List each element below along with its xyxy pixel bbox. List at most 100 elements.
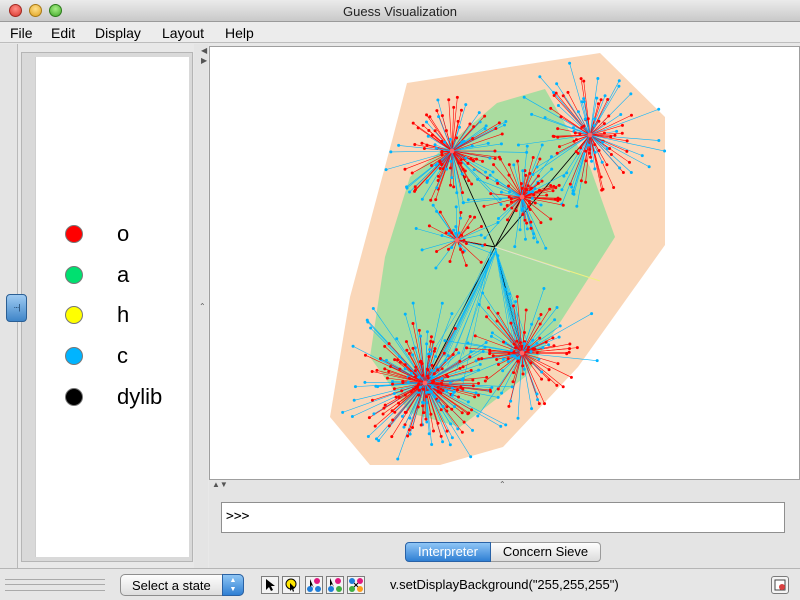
graph-node[interactable] <box>458 366 462 370</box>
graph-node[interactable] <box>550 167 554 171</box>
graph-node[interactable] <box>369 326 373 330</box>
graph-node[interactable] <box>507 163 511 167</box>
graph-node[interactable] <box>602 131 606 135</box>
graph-node[interactable] <box>514 209 518 213</box>
graph-node[interactable] <box>576 110 580 114</box>
graph-node[interactable] <box>571 126 575 130</box>
graph-node[interactable] <box>516 159 520 163</box>
graph-node[interactable] <box>488 173 492 177</box>
graph-node[interactable] <box>405 348 409 352</box>
graph-node[interactable] <box>403 367 407 371</box>
graph-node[interactable] <box>527 190 531 194</box>
graph-node[interactable] <box>524 308 528 312</box>
graph-node[interactable] <box>531 338 535 342</box>
graph-node[interactable] <box>477 302 481 306</box>
graph-node[interactable] <box>485 315 489 319</box>
graph-node[interactable] <box>529 187 533 191</box>
graph-node[interactable] <box>471 384 475 388</box>
graph-node[interactable] <box>553 197 557 201</box>
graph-node[interactable] <box>447 232 451 236</box>
graph-node[interactable] <box>484 170 488 174</box>
graph-node[interactable] <box>430 163 434 167</box>
graph-node[interactable] <box>481 159 485 163</box>
graph-node[interactable] <box>556 104 560 108</box>
graph-node[interactable] <box>530 112 534 116</box>
graph-node[interactable] <box>548 307 552 311</box>
graph-node[interactable] <box>440 114 444 118</box>
graph-node[interactable] <box>411 322 415 326</box>
graph-node[interactable] <box>488 388 492 392</box>
graph-node[interactable] <box>528 207 532 211</box>
graph-node[interactable] <box>587 132 593 138</box>
graph-node[interactable] <box>363 380 367 384</box>
graph-node[interactable] <box>618 166 622 170</box>
collapse-left-arrow-icon[interactable]: ◀ <box>201 46 208 55</box>
graph-node[interactable] <box>496 254 500 258</box>
graph-node[interactable] <box>528 201 532 205</box>
graph-node[interactable] <box>390 435 394 439</box>
graph-node[interactable] <box>587 151 591 155</box>
graph-node[interactable] <box>551 336 555 340</box>
graph-node[interactable] <box>547 343 551 347</box>
graph-node[interactable] <box>627 160 631 164</box>
graph-node[interactable] <box>452 185 456 189</box>
graph-node[interactable] <box>480 357 484 361</box>
graph-node[interactable] <box>410 425 414 429</box>
graph-node[interactable] <box>466 226 470 230</box>
graph-node[interactable] <box>528 171 532 175</box>
graph-node[interactable] <box>429 335 433 339</box>
graph-node[interactable] <box>507 351 511 355</box>
graph-node[interactable] <box>429 390 433 394</box>
graph-node[interactable] <box>580 125 584 129</box>
graph-node[interactable] <box>499 202 503 206</box>
graph-node[interactable] <box>410 171 414 175</box>
graph-node[interactable] <box>411 301 415 305</box>
graph-node[interactable] <box>533 347 537 351</box>
graph-node[interactable] <box>507 184 511 188</box>
graph-node[interactable] <box>400 389 404 393</box>
graph-node[interactable] <box>464 156 468 160</box>
graph-node[interactable] <box>542 287 546 291</box>
graph-node[interactable] <box>496 220 500 224</box>
graph-node[interactable] <box>434 266 438 270</box>
graph-node[interactable] <box>477 111 481 115</box>
panel-toggle-button[interactable]: ···| <box>6 294 27 322</box>
graph-node[interactable] <box>602 122 606 126</box>
graph-node[interactable] <box>491 170 495 174</box>
graph-node[interactable] <box>367 416 371 420</box>
graph-node[interactable] <box>518 228 522 232</box>
graph-node[interactable] <box>603 94 607 98</box>
graph-node[interactable] <box>538 336 542 340</box>
interpreter-input[interactable]: >>> <box>221 502 785 533</box>
graph-node[interactable] <box>434 146 438 150</box>
graph-node[interactable] <box>608 146 612 150</box>
graph-node[interactable] <box>479 233 483 237</box>
graph-node[interactable] <box>572 139 576 143</box>
graph-node[interactable] <box>522 342 526 346</box>
graph-node[interactable] <box>363 353 367 357</box>
graph-node[interactable] <box>522 331 526 335</box>
graph-node[interactable] <box>391 379 395 383</box>
graph-node[interactable] <box>547 378 551 382</box>
graph-node[interactable] <box>383 403 387 407</box>
graph-node[interactable] <box>433 143 437 147</box>
graph-node[interactable] <box>509 349 513 353</box>
graph-node[interactable] <box>373 424 377 428</box>
graph-node[interactable] <box>471 378 475 382</box>
graph-node[interactable] <box>605 146 609 150</box>
graph-node[interactable] <box>471 428 475 432</box>
graph-node[interactable] <box>640 154 644 158</box>
graph-node[interactable] <box>559 115 563 119</box>
graph-node[interactable] <box>538 157 542 161</box>
graph-node[interactable] <box>436 399 440 403</box>
graph-node[interactable] <box>509 197 513 201</box>
graph-node[interactable] <box>555 82 559 86</box>
graph-node[interactable] <box>547 368 551 372</box>
graph-node[interactable] <box>553 318 557 322</box>
graph-node[interactable] <box>509 200 513 204</box>
graph-node[interactable] <box>489 334 493 338</box>
graph-node[interactable] <box>450 436 454 440</box>
graph-node[interactable] <box>538 75 542 79</box>
graph-node[interactable] <box>507 195 511 199</box>
graph-node[interactable] <box>518 341 522 345</box>
